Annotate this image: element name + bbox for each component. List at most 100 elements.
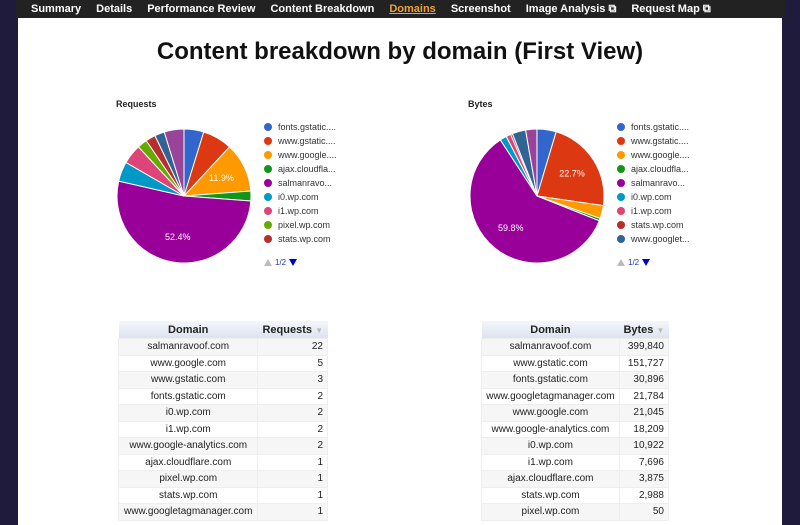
- nav-tab[interactable]: Screenshot: [450, 3, 511, 15]
- legend-item[interactable]: i1.wp.com: [617, 204, 690, 218]
- legend-item[interactable]: pixel.wp.com: [264, 218, 337, 232]
- table-row: www.googletagmanager.com 1: [117, 503, 328, 521]
- legend-item[interactable]: salmanravo...: [617, 176, 690, 190]
- nav-tab[interactable]: Domains: [389, 3, 436, 15]
- page-down-icon[interactable]: [642, 259, 651, 266]
- pie-slice[interactable]: [116, 180, 252, 264]
- page-up-icon[interactable]: [617, 259, 625, 266]
- requests-pie-chart: 11.9% 52.4%: [116, 128, 252, 264]
- pie-slice[interactable]: [536, 131, 605, 207]
- bytes-legend: fonts.gstatic.... www.gstatic.... www.goog…: [617, 120, 690, 246]
- value-cell: 50: [618, 503, 670, 521]
- legend-item[interactable]: i1.wp.com: [264, 204, 337, 218]
- table-row: www.gstatic.com 151,727: [481, 354, 670, 372]
- nav-tab[interactable]: Content Breakdown: [270, 3, 375, 15]
- value-cell: 1: [257, 486, 328, 504]
- header-label: Domain: [530, 323, 571, 336]
- legend-item[interactable]: ajax.cloudfla...: [617, 162, 690, 176]
- legend-item[interactable]: stats.wp.com: [617, 218, 690, 232]
- domain-cell: www.googletagmanager.com: [481, 387, 620, 405]
- pie-slice[interactable]: [163, 128, 185, 197]
- nav-tab[interactable]: Summary: [31, 3, 82, 15]
- requests-legend: fonts.gstatic.... www.gstatic.... www.goog…: [264, 120, 337, 246]
- page-title: Content breakdown by domain (First View): [156, 38, 644, 65]
- legend-item[interactable]: i0.wp.com: [264, 190, 337, 204]
- domain-cell: stats.wp.com: [481, 486, 620, 504]
- legend-item[interactable]: stats.wp.com: [264, 232, 337, 246]
- domain-cell: ajax.cloudflare.com: [481, 470, 620, 488]
- table-row: www.google.com 21,045: [481, 404, 670, 422]
- legend-label: i1.wp.com: [278, 206, 319, 216]
- legend-label: www.google....: [278, 150, 337, 160]
- value-cell: 399,840: [618, 338, 670, 356]
- page-indicator: 1/2: [275, 258, 287, 267]
- value-cell: 1: [257, 470, 328, 488]
- nav-tab[interactable]: Performance Review: [147, 3, 256, 15]
- domain-cell: pixel.wp.com: [481, 503, 620, 521]
- nav-tab[interactable]: Request Map ⧉: [631, 2, 711, 15]
- legend-color-icon: [264, 235, 272, 243]
- legend-item[interactable]: www.google....: [264, 148, 337, 162]
- column-header[interactable]: Domain: [481, 321, 620, 339]
- legend-color-icon: [264, 137, 272, 145]
- legend-label: www.googlet...: [631, 234, 690, 244]
- value-cell: 2: [257, 387, 328, 405]
- column-header[interactable]: Domain: [118, 321, 258, 339]
- table-row: stats.wp.com 1: [117, 486, 328, 504]
- domain-cell: fonts.gstatic.com: [481, 371, 620, 389]
- table-row: www.gstatic.com 3: [117, 371, 328, 389]
- value-cell: 3,875: [618, 470, 670, 488]
- page-down-icon[interactable]: [289, 259, 298, 266]
- legend-color-icon: [617, 165, 625, 173]
- nav-tab[interactable]: Image Analysis ⧉: [525, 2, 617, 15]
- legend-label: ajax.cloudfla...: [278, 164, 336, 174]
- value-cell: 21,045: [618, 404, 670, 422]
- table-row: ajax.cloudflare.com 3,875: [481, 470, 670, 488]
- legend-item[interactable]: salmanravo...: [264, 176, 337, 190]
- legend-item[interactable]: fonts.gstatic....: [617, 120, 690, 134]
- domain-cell: www.google.com: [481, 404, 620, 422]
- legend-label: www.gstatic....: [278, 136, 336, 146]
- value-cell: 2: [257, 404, 328, 422]
- table-row: pixel.wp.com 1: [117, 470, 328, 488]
- content-area: Content breakdown by domain (First View)…: [18, 18, 782, 525]
- legend-color-icon: [264, 221, 272, 229]
- column-header[interactable]: Bytes ▼: [619, 321, 669, 339]
- value-cell: 10,922: [618, 437, 670, 455]
- legend-item[interactable]: fonts.gstatic....: [264, 120, 337, 134]
- value-cell: 18,209: [618, 420, 670, 438]
- bytes-table: Domain Bytes ▼ salmanravoof.com 399,840 www.…: [481, 321, 670, 521]
- legend-item[interactable]: i0.wp.com: [617, 190, 690, 204]
- legend-label: stats.wp.com: [631, 220, 684, 230]
- nav-tab[interactable]: Details: [96, 3, 133, 15]
- domain-cell: i1.wp.com: [117, 420, 259, 438]
- column-header[interactable]: Requests ▼: [257, 321, 328, 339]
- legend-color-icon: [264, 179, 272, 187]
- domain-cell: stats.wp.com: [117, 486, 259, 504]
- table-row: stats.wp.com 2,988: [481, 486, 670, 504]
- table-row: www.google.com 5: [117, 354, 328, 372]
- table-row: fonts.gstatic.com 30,896: [481, 371, 670, 389]
- bytes-chart-title: Bytes: [468, 99, 493, 109]
- page-up-icon[interactable]: [264, 259, 272, 266]
- legend-label: stats.wp.com: [278, 234, 331, 244]
- pie-slice[interactable]: [469, 139, 600, 264]
- value-cell: 21,784: [618, 387, 670, 405]
- header-label: Bytes: [623, 323, 654, 336]
- legend-color-icon: [617, 235, 625, 243]
- legend-item[interactable]: ajax.cloudfla...: [264, 162, 337, 176]
- slice-label: 22.7%: [559, 169, 585, 179]
- legend-item[interactable]: www.gstatic....: [617, 134, 690, 148]
- domain-cell: pixel.wp.com: [117, 470, 259, 488]
- value-cell: 1: [257, 503, 328, 521]
- slice-label: 11.9%: [209, 173, 234, 183]
- legend-item[interactable]: www.googlet...: [617, 232, 690, 246]
- domain-cell: www.google-analytics.com: [117, 437, 259, 455]
- legend-item[interactable]: www.gstatic....: [264, 134, 337, 148]
- value-cell: 2,988: [618, 486, 670, 504]
- table-row: i0.wp.com 2: [117, 404, 328, 422]
- domain-cell: fonts.gstatic.com: [117, 387, 259, 405]
- domain-cell: www.gstatic.com: [117, 371, 259, 389]
- value-cell: 151,727: [618, 354, 670, 372]
- legend-item[interactable]: www.google....: [617, 148, 690, 162]
